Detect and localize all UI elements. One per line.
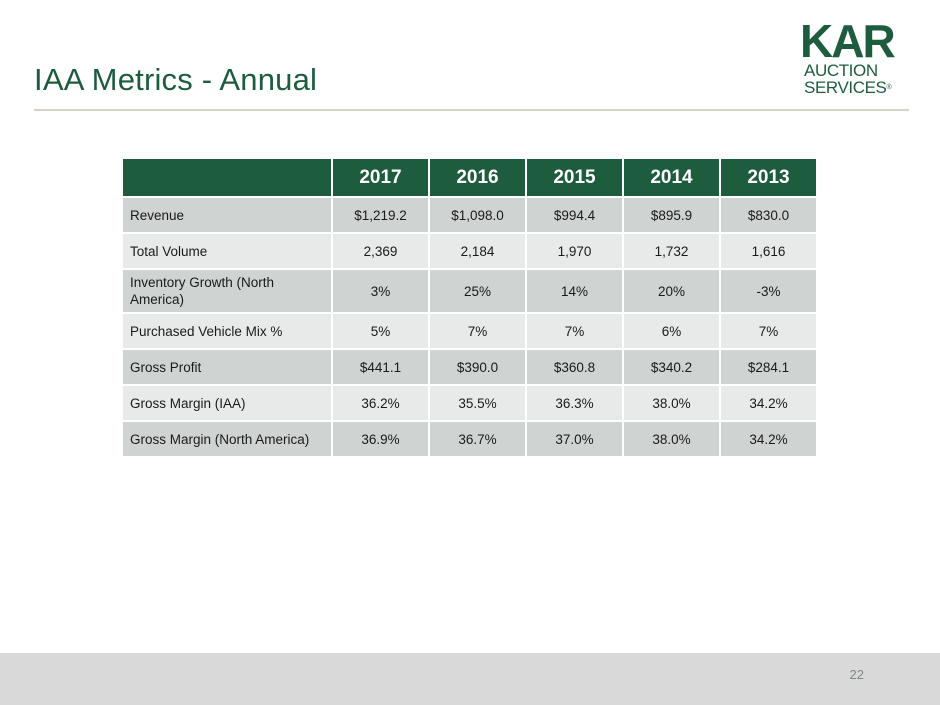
table-cell: $1,098.0 — [430, 196, 525, 232]
table-cell: $830.0 — [721, 196, 816, 232]
table-cell: 36.2% — [333, 384, 428, 420]
table-cell: 1,970 — [527, 232, 622, 268]
row-label: Gross Margin (IAA) — [123, 384, 331, 420]
header-year-2016: 2016 — [430, 159, 525, 196]
table-cell: 38.0% — [624, 384, 719, 420]
table-row-purchased-vehicle-mix: Purchased Vehicle Mix % 5% 7% 7% 6% 7% — [123, 312, 816, 348]
table-cell: 34.2% — [721, 420, 816, 456]
row-label: Gross Profit — [123, 348, 331, 384]
table-cell: 14% — [527, 268, 622, 312]
table-cell: $895.9 — [624, 196, 719, 232]
row-label: Revenue — [123, 196, 331, 232]
table-cell: 7% — [430, 312, 525, 348]
table-cell: $360.8 — [527, 348, 622, 384]
header-year-2017: 2017 — [333, 159, 428, 196]
table-row-total-volume: Total Volume 2,369 2,184 1,970 1,732 1,6… — [123, 232, 816, 268]
row-label: Purchased Vehicle Mix % — [123, 312, 331, 348]
table-cell: 2,184 — [430, 232, 525, 268]
table-row-revenue: Revenue $1,219.2 $1,098.0 $994.4 $895.9 … — [123, 196, 816, 232]
table-cell: 5% — [333, 312, 428, 348]
metrics-table: 2017 2016 2015 2014 2013 Revenue $1,219.… — [121, 159, 818, 456]
table-cell: $441.1 — [333, 348, 428, 384]
row-label: Gross Margin (North America) — [123, 420, 331, 456]
table-row-inventory-growth: Inventory Growth (North America) 3% 25% … — [123, 268, 816, 312]
table-cell: 1,732 — [624, 232, 719, 268]
logo-services-text: SERVICES — [804, 78, 887, 97]
table-cell: $1,219.2 — [333, 196, 428, 232]
table-cell: 36.3% — [527, 384, 622, 420]
table-cell: 20% — [624, 268, 719, 312]
row-label: Total Volume — [123, 232, 331, 268]
kar-auction-services-logo: KAR AUCTION SERVICES® — [800, 18, 900, 98]
row-label: Inventory Growth (North America) — [123, 268, 331, 312]
logo-line-services: SERVICES® — [804, 79, 900, 96]
table-cell: 36.7% — [430, 420, 525, 456]
table-cell: 7% — [721, 312, 816, 348]
logo-line-auction: AUCTION — [804, 61, 878, 80]
page-number: 22 — [849, 667, 864, 682]
header-year-2014: 2014 — [624, 159, 719, 196]
table-cell: $390.0 — [430, 348, 525, 384]
table-cell: 6% — [624, 312, 719, 348]
table-header-row: 2017 2016 2015 2014 2013 — [123, 159, 816, 196]
table-row-gross-margin-iaa: Gross Margin (IAA) 36.2% 35.5% 36.3% 38.… — [123, 384, 816, 420]
table-cell: 38.0% — [624, 420, 719, 456]
table-cell: $340.2 — [624, 348, 719, 384]
registered-mark: ® — [886, 84, 892, 91]
table-cell: 35.5% — [430, 384, 525, 420]
title-divider — [34, 109, 909, 111]
table-cell: $284.1 — [721, 348, 816, 384]
footer-bar — [0, 653, 940, 705]
table-cell: 25% — [430, 268, 525, 312]
table-cell: 34.2% — [721, 384, 816, 420]
header-year-2015: 2015 — [527, 159, 622, 196]
table-cell: 2,369 — [333, 232, 428, 268]
table-cell: 37.0% — [527, 420, 622, 456]
slide-title: IAA Metrics - Annual — [34, 62, 318, 97]
table-cell: 1,616 — [721, 232, 816, 268]
header-year-2013: 2013 — [721, 159, 816, 196]
table-row-gross-profit: Gross Profit $441.1 $390.0 $360.8 $340.2… — [123, 348, 816, 384]
table-cell: -3% — [721, 268, 816, 312]
table-row-gross-margin-north-america: Gross Margin (North America) 36.9% 36.7%… — [123, 420, 816, 456]
logo-wordmark: KAR — [800, 15, 896, 67]
table-cell: $994.4 — [527, 196, 622, 232]
table-cell: 36.9% — [333, 420, 428, 456]
header-corner-cell — [123, 159, 331, 196]
table-cell: 3% — [333, 268, 428, 312]
table-cell: 7% — [527, 312, 622, 348]
